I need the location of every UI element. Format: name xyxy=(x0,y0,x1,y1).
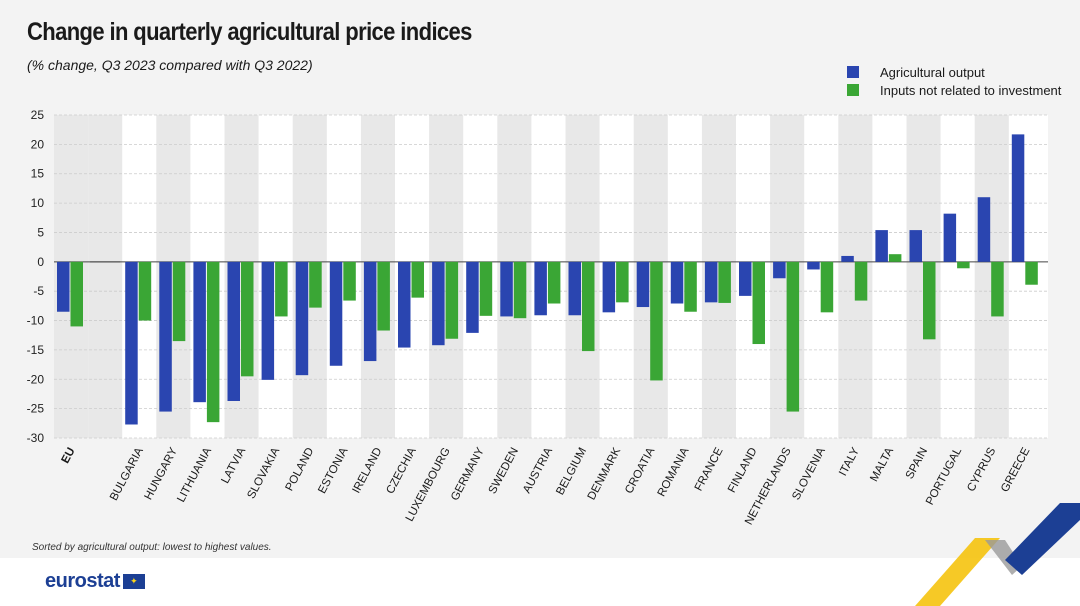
bar-output xyxy=(739,261,752,296)
y-tick-label: -25 xyxy=(27,402,45,416)
bar-output xyxy=(807,261,820,270)
bar-output xyxy=(363,261,377,362)
legend-item-output: Agricultural output xyxy=(847,63,1061,81)
bar-inputs xyxy=(445,261,459,339)
bar-inputs xyxy=(70,261,83,327)
footnote: Sorted by agricultural output: lowest to… xyxy=(32,542,272,553)
y-tick-label: -15 xyxy=(27,343,45,357)
bar-inputs xyxy=(718,261,731,303)
bar-inputs xyxy=(991,261,1004,317)
bar-output xyxy=(943,213,957,262)
legend-item-inputs: Inputs not related to investment xyxy=(847,81,1061,99)
legend-label-output: Agricultural output xyxy=(880,64,985,80)
bar-inputs xyxy=(786,261,800,412)
bar-output xyxy=(875,230,888,262)
bar-inputs xyxy=(377,261,390,331)
legend-swatch-inputs xyxy=(847,84,859,96)
bar-inputs xyxy=(411,261,424,298)
bar-inputs xyxy=(513,261,527,319)
bar-output xyxy=(773,261,786,279)
bar-output xyxy=(125,261,138,425)
y-tick-label: 0 xyxy=(37,255,44,269)
bar-inputs xyxy=(241,261,254,377)
bar-output xyxy=(704,261,718,303)
eu-flag-icon: ✦ xyxy=(122,574,145,589)
bar-inputs xyxy=(616,261,629,303)
bar-inputs xyxy=(172,261,186,342)
logo-text: eurostat xyxy=(45,570,120,592)
bar-output xyxy=(500,261,513,317)
y-tick-label: 10 xyxy=(31,196,45,210)
y-tick-label: -10 xyxy=(27,314,45,328)
bar-output xyxy=(227,261,240,402)
bar-inputs xyxy=(957,261,970,269)
bar-inputs xyxy=(138,261,152,321)
bar-output xyxy=(636,261,650,308)
footer-band xyxy=(0,558,1080,606)
chart-subtitle: (% change, Q3 2023 compared with Q3 2022… xyxy=(27,57,313,73)
bar-output xyxy=(568,261,581,316)
y-tick-label: 15 xyxy=(31,167,45,181)
bar-output xyxy=(1011,134,1025,262)
bar-output xyxy=(909,230,922,262)
y-tick-label: 25 xyxy=(31,108,45,122)
bar-output xyxy=(977,197,991,262)
bar-output xyxy=(159,261,172,412)
bar-output xyxy=(670,261,684,304)
bar-inputs xyxy=(582,261,595,352)
bar-inputs xyxy=(479,261,493,316)
bar-output xyxy=(534,261,547,316)
bar-output xyxy=(432,261,445,346)
bar-inputs xyxy=(1025,261,1038,285)
bar-inputs xyxy=(275,261,288,317)
y-tick-label: 5 xyxy=(37,225,44,239)
bar-output xyxy=(261,261,275,380)
y-tick-label: -20 xyxy=(27,372,45,386)
chart-title: Change in quarterly agricultural price i… xyxy=(27,18,472,46)
bar-output xyxy=(398,261,411,348)
y-tick-label: 20 xyxy=(31,137,45,151)
bar-inputs xyxy=(923,261,936,340)
bar-output xyxy=(57,261,70,312)
bar-inputs xyxy=(752,261,765,345)
legend-label-inputs: Inputs not related to investment xyxy=(880,82,1062,98)
column-band xyxy=(88,115,123,438)
bar-output xyxy=(193,261,206,403)
bar-inputs xyxy=(820,261,834,313)
bar-output xyxy=(329,261,343,366)
bar-inputs xyxy=(650,261,663,381)
bar-inputs xyxy=(888,254,902,262)
bar-output xyxy=(295,261,309,376)
bar-inputs xyxy=(547,261,561,304)
bar-output xyxy=(466,261,479,333)
legend: Agricultural output Inputs not related t… xyxy=(847,63,1061,99)
legend-swatch-output xyxy=(847,66,859,78)
bar-inputs xyxy=(854,261,868,301)
bar-inputs xyxy=(206,261,220,423)
bar-output xyxy=(602,261,616,313)
bar-inputs xyxy=(684,261,697,312)
bar-inputs xyxy=(309,261,322,308)
bar-output xyxy=(841,255,854,262)
eurostat-logo: eurostat ✦ xyxy=(45,570,145,593)
bar-inputs xyxy=(343,261,356,301)
y-tick-label: -30 xyxy=(27,431,45,445)
y-tick-label: -5 xyxy=(33,284,44,298)
